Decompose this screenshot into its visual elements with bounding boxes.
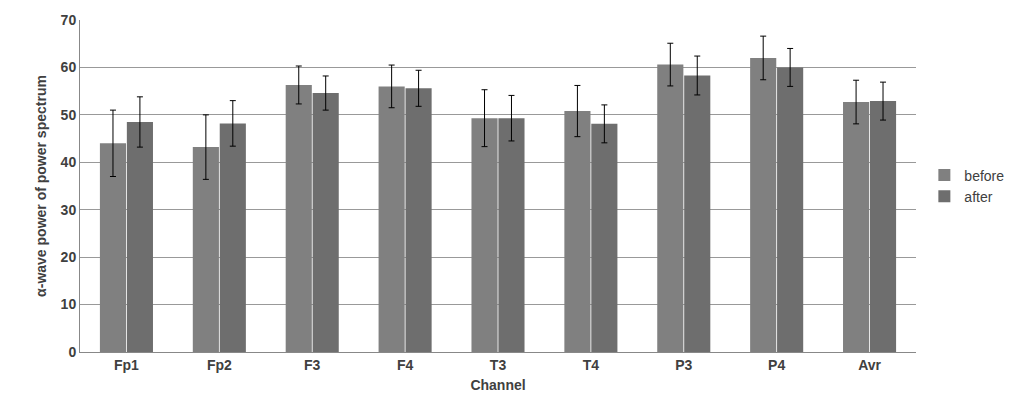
svg-text:0: 0	[68, 344, 76, 360]
svg-text:after: after	[964, 189, 992, 205]
svg-text:10: 10	[61, 296, 77, 312]
svg-text:Avr: Avr	[858, 357, 881, 373]
svg-text:20: 20	[61, 249, 77, 265]
svg-text:40: 40	[61, 154, 77, 170]
svg-text:30: 30	[61, 202, 77, 218]
svg-text:F4: F4	[397, 357, 414, 373]
svg-text:P4: P4	[768, 357, 785, 373]
svg-text:F3: F3	[304, 357, 321, 373]
svg-text:T3: T3	[490, 357, 507, 373]
svg-text:before: before	[964, 168, 1004, 184]
svg-text:α-wave power of power spectrum: α-wave power of power spectrum	[33, 75, 49, 297]
svg-text:Channel: Channel	[470, 377, 525, 393]
svg-text:P3: P3	[675, 357, 692, 373]
svg-text:70: 70	[61, 12, 77, 28]
svg-text:Fp1: Fp1	[114, 357, 139, 373]
svg-text:T4: T4	[583, 357, 600, 373]
svg-text:60: 60	[61, 59, 77, 75]
svg-text:Fp2: Fp2	[207, 357, 232, 373]
svg-text:50: 50	[61, 107, 77, 123]
